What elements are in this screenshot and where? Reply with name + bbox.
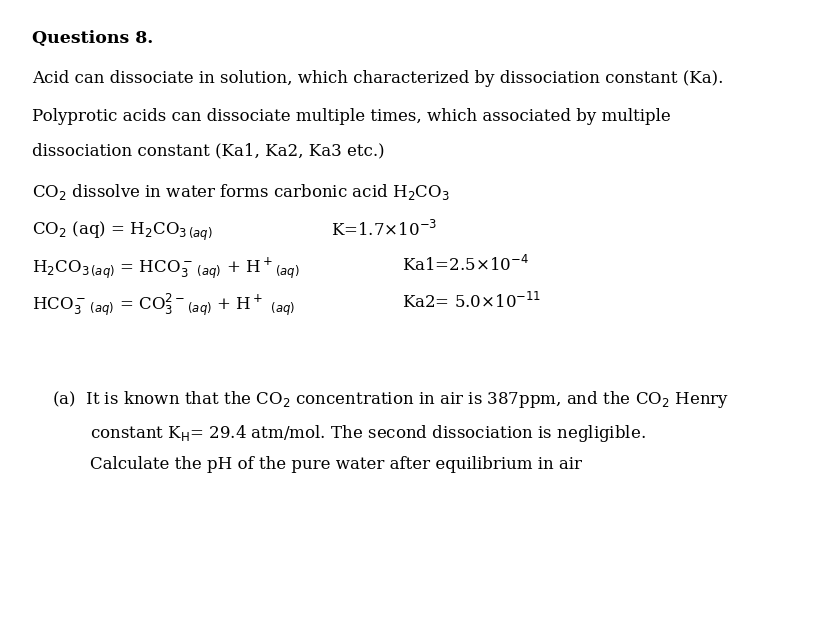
Text: CO$_2$ dissolve in water forms carbonic acid H$_2$CO$_3$: CO$_2$ dissolve in water forms carbonic … [32, 182, 449, 202]
Text: dissociation constant (Ka1, Ka2, Ka3 etc.): dissociation constant (Ka1, Ka2, Ka3 etc… [32, 142, 384, 159]
Text: Ka2= 5.0×10$^{-11}$: Ka2= 5.0×10$^{-11}$ [401, 292, 540, 312]
Text: K=1.7×10$^{-3}$: K=1.7×10$^{-3}$ [330, 219, 436, 240]
Text: HCO$_3^-$$_{\,(aq)}$ = CO$_3^{2-}$$_{(aq)}$ + H$^+$ $_{(aq)}$: HCO$_3^-$$_{\,(aq)}$ = CO$_3^{2-}$$_{(aq… [32, 292, 295, 318]
Text: CO$_2$ (aq) = H$_2$CO$_{3\,(aq)}$: CO$_2$ (aq) = H$_2$CO$_{3\,(aq)}$ [32, 219, 212, 243]
Text: Questions 8.: Questions 8. [32, 30, 153, 47]
Text: Ka1=2.5×10$^{-4}$: Ka1=2.5×10$^{-4}$ [401, 255, 528, 275]
Text: (a)  It is known that the CO$_2$ concentration in air is 387ppm, and the CO$_2$ : (a) It is known that the CO$_2$ concentr… [52, 389, 728, 409]
Text: Polyprotic acids can dissociate multiple times, which associated by multiple: Polyprotic acids can dissociate multiple… [32, 108, 670, 125]
Text: Acid can dissociate in solution, which characterized by dissociation constant (K: Acid can dissociate in solution, which c… [32, 70, 722, 87]
Text: Calculate the pH of the pure water after equilibrium in air: Calculate the pH of the pure water after… [89, 456, 581, 473]
Text: constant K$_{\mathrm{H}}$= 29.4 atm/mol. The second dissociation is negligible.: constant K$_{\mathrm{H}}$= 29.4 atm/mol.… [89, 423, 645, 444]
Text: H$_2$CO$_{3\,(aq)}$ = HCO$_3^-$$_{\,(aq)}$ + H$^+$$_{(aq)}$: H$_2$CO$_{3\,(aq)}$ = HCO$_3^-$$_{\,(aq)… [32, 255, 299, 281]
